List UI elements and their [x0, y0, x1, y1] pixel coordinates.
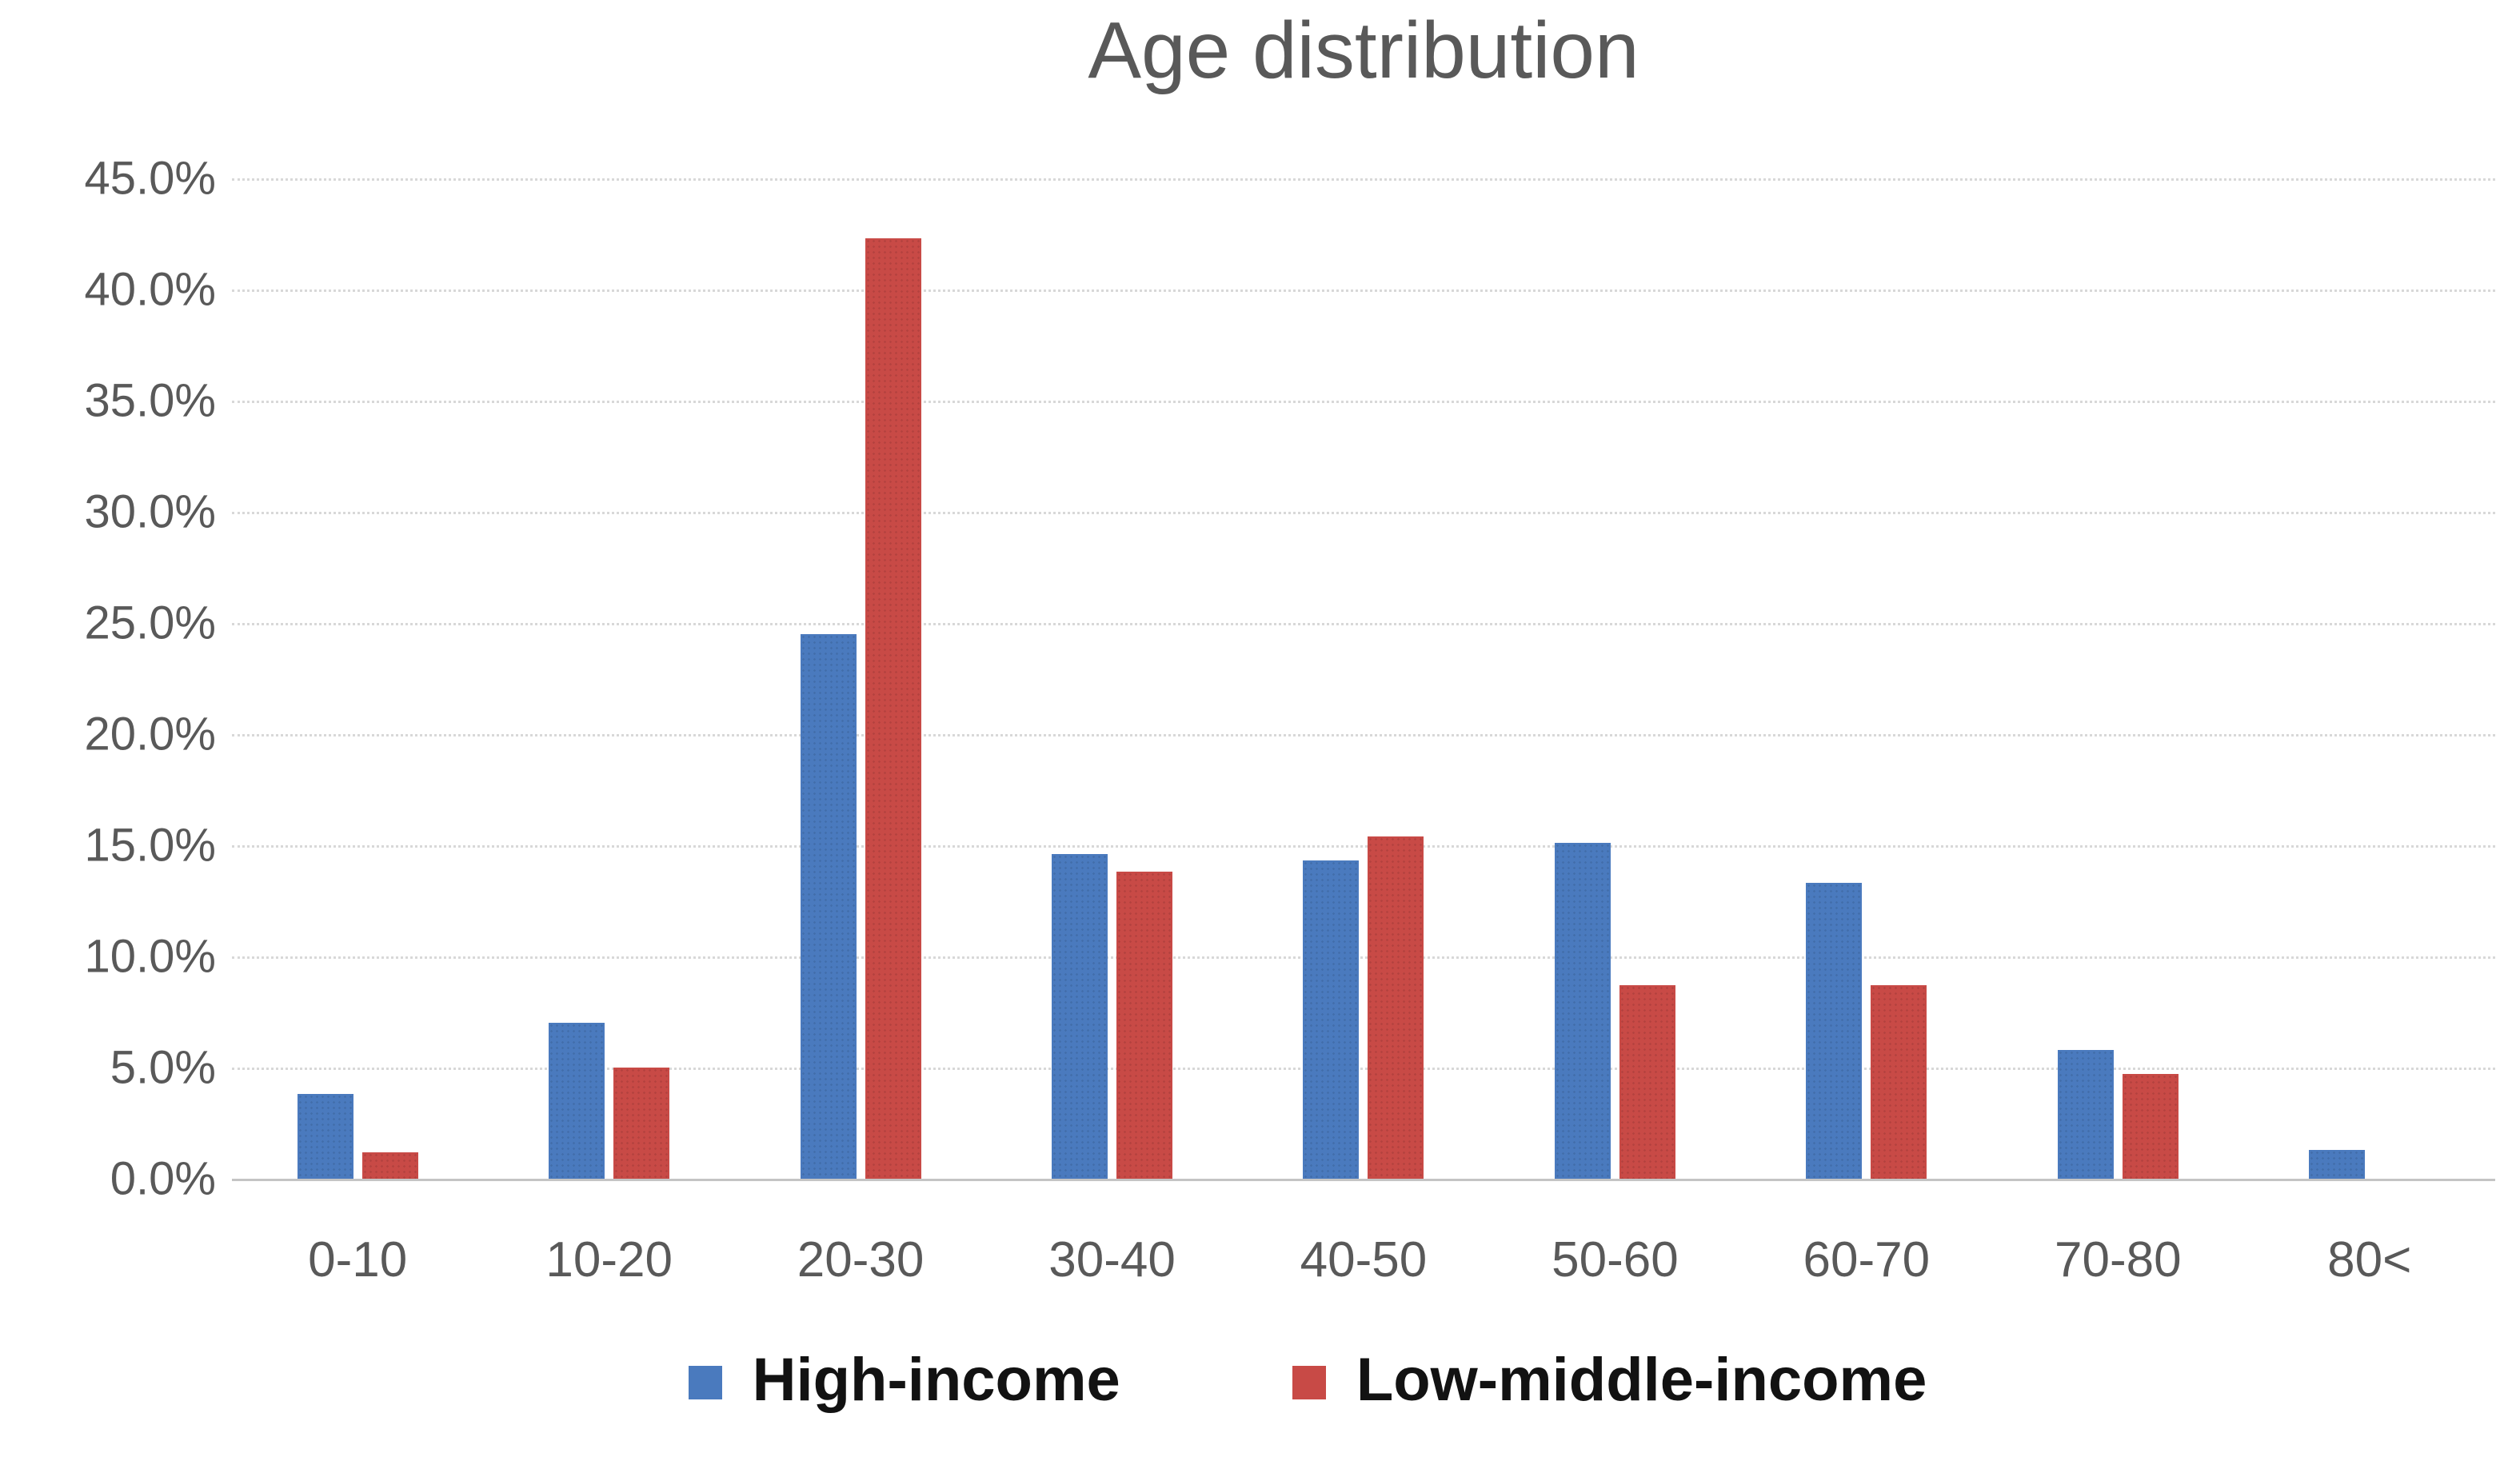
- x-axis-tick-labels: 0-10 10-20 20-30 30-40 40-50 50-60 60-70 70-80 8…: [232, 1231, 2495, 1288]
- high-income-bar-10-20: [549, 1023, 605, 1179]
- low-middle-income-bar-0-10: [361, 1152, 418, 1179]
- gridline: [232, 178, 2495, 181]
- legend-swatch-icon: [688, 1365, 722, 1399]
- legend-label: Low-middle-income: [1356, 1346, 1927, 1414]
- high-income-bar-30-40: [1052, 854, 1108, 1179]
- gridline: [232, 623, 2495, 625]
- low-middle-income-bar-30-40: [1116, 872, 1173, 1179]
- gridline: [232, 1179, 2495, 1181]
- high-income-bar-40-50: [1303, 860, 1360, 1179]
- low-middle-income-bar-40-50: [1368, 836, 1424, 1179]
- high-income-bar-50-60: [1554, 843, 1611, 1179]
- gridline: [232, 512, 2495, 514]
- y-axis-tick-label: 5.0%: [110, 1041, 216, 1094]
- x-axis-tick-label: 50-60: [1552, 1232, 1679, 1287]
- gridline: [232, 1068, 2495, 1070]
- y-axis-tick-label: 25.0%: [84, 597, 216, 649]
- x-axis-tick-label: 80<: [2327, 1232, 2412, 1287]
- bar-group-50-60: [1489, 178, 1740, 1179]
- bar-group-10-20: [483, 178, 734, 1179]
- y-axis-tick-label: 20.0%: [84, 708, 216, 760]
- gridline: [232, 956, 2495, 959]
- legend-item: Low-middle-income: [1292, 1345, 1927, 1415]
- low-middle-income-bar-70-80: [2122, 1074, 2179, 1179]
- y-axis-tick-label: 15.0%: [84, 819, 216, 872]
- low-middle-income-bar-50-60: [1619, 985, 1675, 1179]
- high-income-bar-60-70: [1806, 883, 1863, 1179]
- x-axis-tick-label: 10-20: [545, 1232, 673, 1287]
- x-axis-tick-label: 0-10: [308, 1232, 408, 1287]
- gridline: [232, 289, 2495, 292]
- legend-swatch-icon: [1292, 1365, 1326, 1399]
- x-axis-tick-label: 20-30: [797, 1232, 925, 1287]
- bar-group-30-40: [986, 178, 1237, 1179]
- chart-legend: High-income Low-middle-income: [176, 1345, 2439, 1415]
- y-axis-tick-label: 35.0%: [84, 374, 216, 427]
- low-middle-income-bar-60-70: [1871, 985, 1927, 1179]
- bar-group-60-70: [1741, 178, 1992, 1179]
- low-middle-income-bar-10-20: [613, 1068, 670, 1179]
- low-middle-income-bar-20-30: [865, 238, 921, 1179]
- x-axis-tick-label: 70-80: [2054, 1232, 2182, 1287]
- high-income-bar-70-80: [2057, 1049, 2114, 1179]
- gridline: [232, 401, 2495, 403]
- legend-item: High-income: [688, 1345, 1120, 1415]
- y-axis-tick-label: 30.0%: [84, 485, 216, 538]
- y-axis-tick-label: 10.0%: [84, 930, 216, 983]
- plot-area: 45.0% 40.0% 35.0% 30.0% 25.0% 20.0% 15.0% 10.0%…: [85, 153, 2495, 1205]
- bars-layer: [232, 178, 2495, 1179]
- chart-title: Age distribution: [1088, 6, 1639, 95]
- bar-group-40-50: [1238, 178, 1489, 1179]
- high-income-bar-80<: [2309, 1149, 2366, 1179]
- high-income-bar-20-30: [800, 633, 857, 1179]
- y-axis-tick-label: 40.0%: [84, 263, 216, 316]
- legend-label: High-income: [752, 1346, 1120, 1414]
- gridline: [232, 734, 2495, 736]
- x-axis-tick-label: 60-70: [1803, 1232, 1931, 1287]
- y-axis-tick-label: 0.0%: [110, 1152, 216, 1205]
- bar-group-0-10: [232, 178, 483, 1179]
- x-axis-tick-label: 40-50: [1300, 1232, 1428, 1287]
- bar-group-70-80: [1992, 178, 2243, 1179]
- bar-group-20-30: [735, 178, 986, 1179]
- high-income-bar-0-10: [297, 1094, 353, 1179]
- y-axis-tick-label: 45.0%: [84, 152, 216, 205]
- x-axis-tick-label: 30-40: [1048, 1232, 1176, 1287]
- gridline: [232, 845, 2495, 848]
- bar-group-80<: [2244, 178, 2495, 1179]
